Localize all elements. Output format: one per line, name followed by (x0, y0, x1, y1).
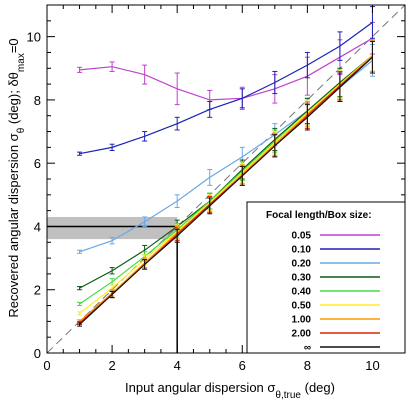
error-bar (272, 134, 278, 158)
error-bar (239, 165, 245, 186)
error-bar (77, 311, 83, 316)
x-tick-label: 8 (304, 358, 311, 373)
series-line (79, 55, 373, 314)
legend-item-0: 0.05 (292, 231, 380, 242)
series-line (79, 56, 373, 325)
y-axis-title-tail: =0 (6, 38, 21, 53)
legend-label: 1.00 (292, 315, 312, 326)
error-bar (77, 322, 83, 327)
error-bar (77, 249, 83, 254)
x-axis-title-sub: θ,true (275, 390, 301, 401)
legend-item-3: 0.30 (292, 273, 380, 284)
legend-item-4: 0.40 (292, 287, 380, 298)
x-tick-label: 2 (108, 358, 115, 373)
y-axis-title-mid: (deg); δθ (6, 72, 21, 128)
error-bar (109, 143, 115, 152)
legend-label: 0.40 (292, 287, 312, 298)
series-line (79, 37, 373, 101)
x-axis-title-main: Input angular dispersion σ (125, 380, 275, 395)
legend-label: 0.50 (292, 301, 312, 312)
error-bar (304, 104, 310, 131)
error-bar (369, 40, 375, 74)
y-axis-title-sub2: max (16, 53, 27, 72)
error-bar (77, 66, 83, 73)
x-tick-label: 10 (365, 358, 379, 373)
error-bar (174, 72, 180, 106)
error-bar (77, 301, 83, 307)
legend-label: 0.10 (292, 245, 312, 256)
legend-item-8: ∞ (304, 343, 380, 354)
x-tick-label: 6 (239, 358, 246, 373)
legend-item-6: 1.00 (292, 315, 380, 326)
error-bar (174, 229, 180, 243)
legend-label: 0.05 (292, 231, 312, 242)
error-bar (109, 278, 115, 286)
error-bar (142, 64, 148, 85)
x-tick-label: 4 (174, 358, 181, 373)
y-tick-label: 10 (27, 30, 41, 45)
one-to-one-dashed-line (46, 4, 406, 354)
error-bar (142, 131, 148, 142)
error-bar (272, 70, 278, 95)
legend-item-2: 0.20 (292, 259, 380, 270)
error-bar (109, 290, 115, 299)
y-axis-title-main: Recovered angular dispersion σ (6, 133, 21, 317)
y-tick-label: 6 (34, 156, 41, 171)
legend-item-1: 0.10 (292, 245, 380, 256)
error-bar (207, 197, 213, 215)
error-bar (109, 267, 115, 275)
legend-label: ∞ (304, 343, 311, 354)
error-bar (77, 286, 83, 291)
y-tick-label: 2 (34, 283, 41, 298)
legend-item-5: 0.50 (292, 301, 380, 312)
error-bar (337, 31, 343, 61)
legend: Focal length/Box size: 0.05 0.10 0.20 0.30 0.… (246, 201, 406, 354)
error-bar (207, 100, 213, 118)
error-bar (109, 61, 115, 72)
x-axis-title: Input angular dispersion σθ,true (deg) (125, 380, 335, 401)
error-bar (207, 169, 213, 186)
error-bar (174, 116, 180, 131)
legend-label: 2.00 (292, 329, 312, 340)
error-bar (304, 51, 310, 79)
x-axis-title-tail: (deg) (301, 380, 335, 395)
error-bar (174, 194, 180, 208)
legend-label: 0.20 (292, 259, 312, 270)
highlight-band (47, 216, 178, 240)
series-line (79, 21, 373, 155)
error-bar (77, 151, 83, 156)
y-axis-title-sub1: θ (16, 127, 27, 133)
error-bar (142, 216, 148, 227)
x-tick-label: 0 (43, 358, 50, 373)
series-1 (77, 6, 375, 156)
plot-layer: 0 2 4 6 8 10 0 2 4 6 8 10 Focal length/Box size: 0.05… (27, 4, 406, 373)
error-bar (239, 88, 245, 109)
legend-label: 0.30 (292, 273, 312, 284)
error-bar (142, 259, 148, 270)
legend-title: Focal length/Box size: (266, 210, 372, 221)
error-bar (109, 237, 115, 245)
y-tick-label: 8 (34, 93, 41, 108)
legend-item-7: 2.00 (292, 329, 380, 340)
y-tick-label: 0 (34, 346, 41, 361)
series-8 (77, 40, 375, 327)
error-bar (337, 72, 343, 102)
y-axis-title: Recovered angular dispersion σθ (deg); δ… (6, 38, 27, 317)
y-tick-label: 4 (34, 219, 41, 234)
